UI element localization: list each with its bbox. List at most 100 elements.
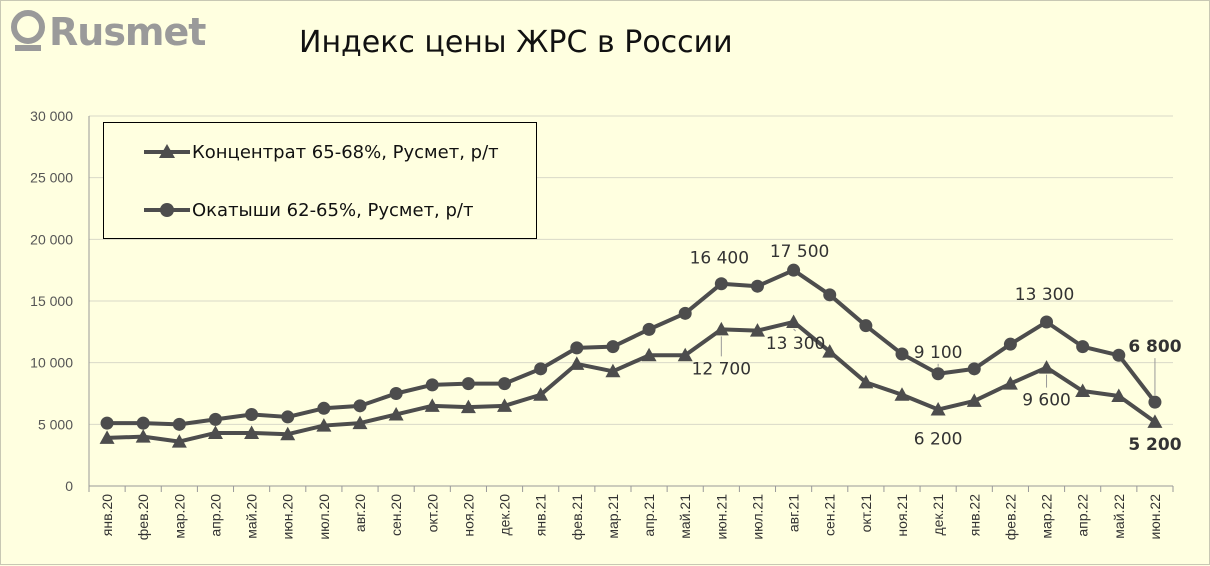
x-tick-label: дек.21	[930, 494, 946, 536]
data-point	[750, 279, 764, 293]
legend-item-pellets: Окатыши 62-65%, Русмет, р/т	[144, 195, 473, 225]
x-tick-label: мар.22	[1039, 494, 1055, 539]
data-label: 13 300	[766, 334, 825, 354]
data-point	[859, 319, 873, 333]
series-line	[107, 268, 1157, 427]
y-tick-label: 0	[65, 478, 73, 494]
x-tick-label: авг.21	[786, 494, 802, 532]
series-line	[106, 319, 1157, 444]
x-tick-label: янв.21	[533, 494, 549, 536]
series-concentrate	[99, 314, 1163, 448]
data-point	[100, 416, 114, 430]
data-point	[1076, 340, 1090, 354]
y-tick-label: 5 000	[38, 416, 73, 432]
data-label: 17 500	[770, 242, 829, 262]
data-point	[1147, 414, 1163, 428]
data-label: 9 100	[914, 343, 963, 363]
data-point	[605, 363, 621, 378]
data-point	[714, 277, 728, 291]
x-tick-label: мар.21	[605, 494, 621, 539]
data-point	[1003, 337, 1017, 351]
data-point	[1075, 383, 1091, 398]
data-point	[389, 387, 403, 400]
data-point	[1002, 376, 1018, 390]
y-axis-ticks: 0 5 000 10 000 15 000 20 000 25 000 30 000	[30, 108, 73, 494]
x-tick-label: май.21	[677, 494, 693, 539]
x-tick-label: сен.21	[822, 494, 838, 536]
data-point	[99, 430, 115, 444]
data-point	[207, 425, 223, 439]
data-point	[460, 399, 476, 414]
legend-label: Концентрат 65-68%, Русмет, р/т	[192, 141, 499, 163]
data-label: 13 300	[1015, 285, 1074, 305]
x-tick-label: апр.21	[641, 494, 657, 537]
x-tick-label: фев.21	[569, 494, 585, 540]
x-tick-label: апр.20	[207, 494, 223, 537]
data-point	[1111, 388, 1127, 402]
data-point	[931, 367, 945, 381]
x-tick-label: янв.20	[99, 494, 115, 536]
data-label: 5 200	[1128, 435, 1181, 455]
legend-item-concentrate: Концентрат 65-68%, Русмет, р/т	[144, 137, 499, 167]
logo-text: Rusmet	[49, 10, 206, 54]
x-tick-label: май.20	[244, 494, 260, 539]
data-point	[534, 362, 548, 376]
circle-marker-icon	[144, 203, 190, 217]
y-tick-label: 15 000	[30, 293, 73, 309]
data-point	[172, 417, 186, 431]
data-point	[281, 410, 295, 424]
data-point	[823, 288, 837, 302]
data-point	[316, 418, 332, 432]
x-tick-label: ноя.20	[460, 494, 476, 537]
x-tick-label: ноя.21	[894, 494, 910, 537]
legend-label: Окатыши 62-65%, Русмет, р/т	[192, 199, 474, 221]
data-point	[425, 378, 439, 392]
x-tick-label: июл.21	[749, 494, 765, 540]
x-tick-label: июл.20	[316, 494, 332, 540]
data-point	[424, 398, 440, 412]
triangle-marker-icon	[144, 144, 190, 158]
y-tick-label: 25 000	[30, 170, 73, 186]
x-tick-label: авг.20	[352, 494, 368, 532]
x-tick-label: фев.22	[1002, 494, 1018, 540]
data-point	[498, 377, 512, 391]
y-tick-label: 10 000	[30, 355, 73, 371]
x-tick-label: мар.20	[171, 494, 187, 539]
data-point	[930, 402, 946, 416]
data-point	[497, 398, 513, 412]
x-tick-label: окт.20	[424, 494, 440, 533]
data-point	[352, 415, 368, 430]
data-label: 6 200	[914, 430, 963, 450]
data-point	[822, 344, 838, 358]
data-point	[606, 340, 620, 354]
data-point	[353, 399, 367, 413]
data-point	[1040, 315, 1054, 329]
data-point	[317, 401, 331, 415]
data-point	[678, 306, 692, 320]
data-point	[858, 374, 874, 389]
data-point	[533, 387, 549, 401]
x-tick-label: янв.22	[966, 494, 982, 536]
rusmet-logo: Rusmet	[11, 7, 206, 57]
data-point	[967, 362, 981, 376]
x-axis: янв.20 фев.20 мар.20 апр.20 май.20 июн.20 июл.…	[88, 116, 1174, 540]
data-label: 9 600	[1022, 391, 1071, 411]
x-tick-label: июн.20	[280, 494, 296, 540]
data-point	[1039, 360, 1055, 374]
data-point	[966, 393, 982, 407]
data-point	[894, 387, 910, 401]
legend: Концентрат 65-68%, Русмет, р/т Окатыши 6…	[103, 122, 537, 239]
data-point	[171, 434, 187, 448]
data-point	[570, 341, 584, 355]
x-tick-label: фев.20	[135, 494, 151, 540]
data-point	[208, 412, 222, 426]
data-point	[280, 426, 296, 441]
data-point	[244, 425, 260, 439]
data-point	[135, 429, 151, 443]
data-point	[245, 407, 259, 421]
data-point	[713, 321, 729, 336]
y-tick-label: 30 000	[30, 108, 73, 124]
data-point	[1112, 348, 1126, 362]
x-tick-label: июн.22	[1147, 494, 1163, 540]
